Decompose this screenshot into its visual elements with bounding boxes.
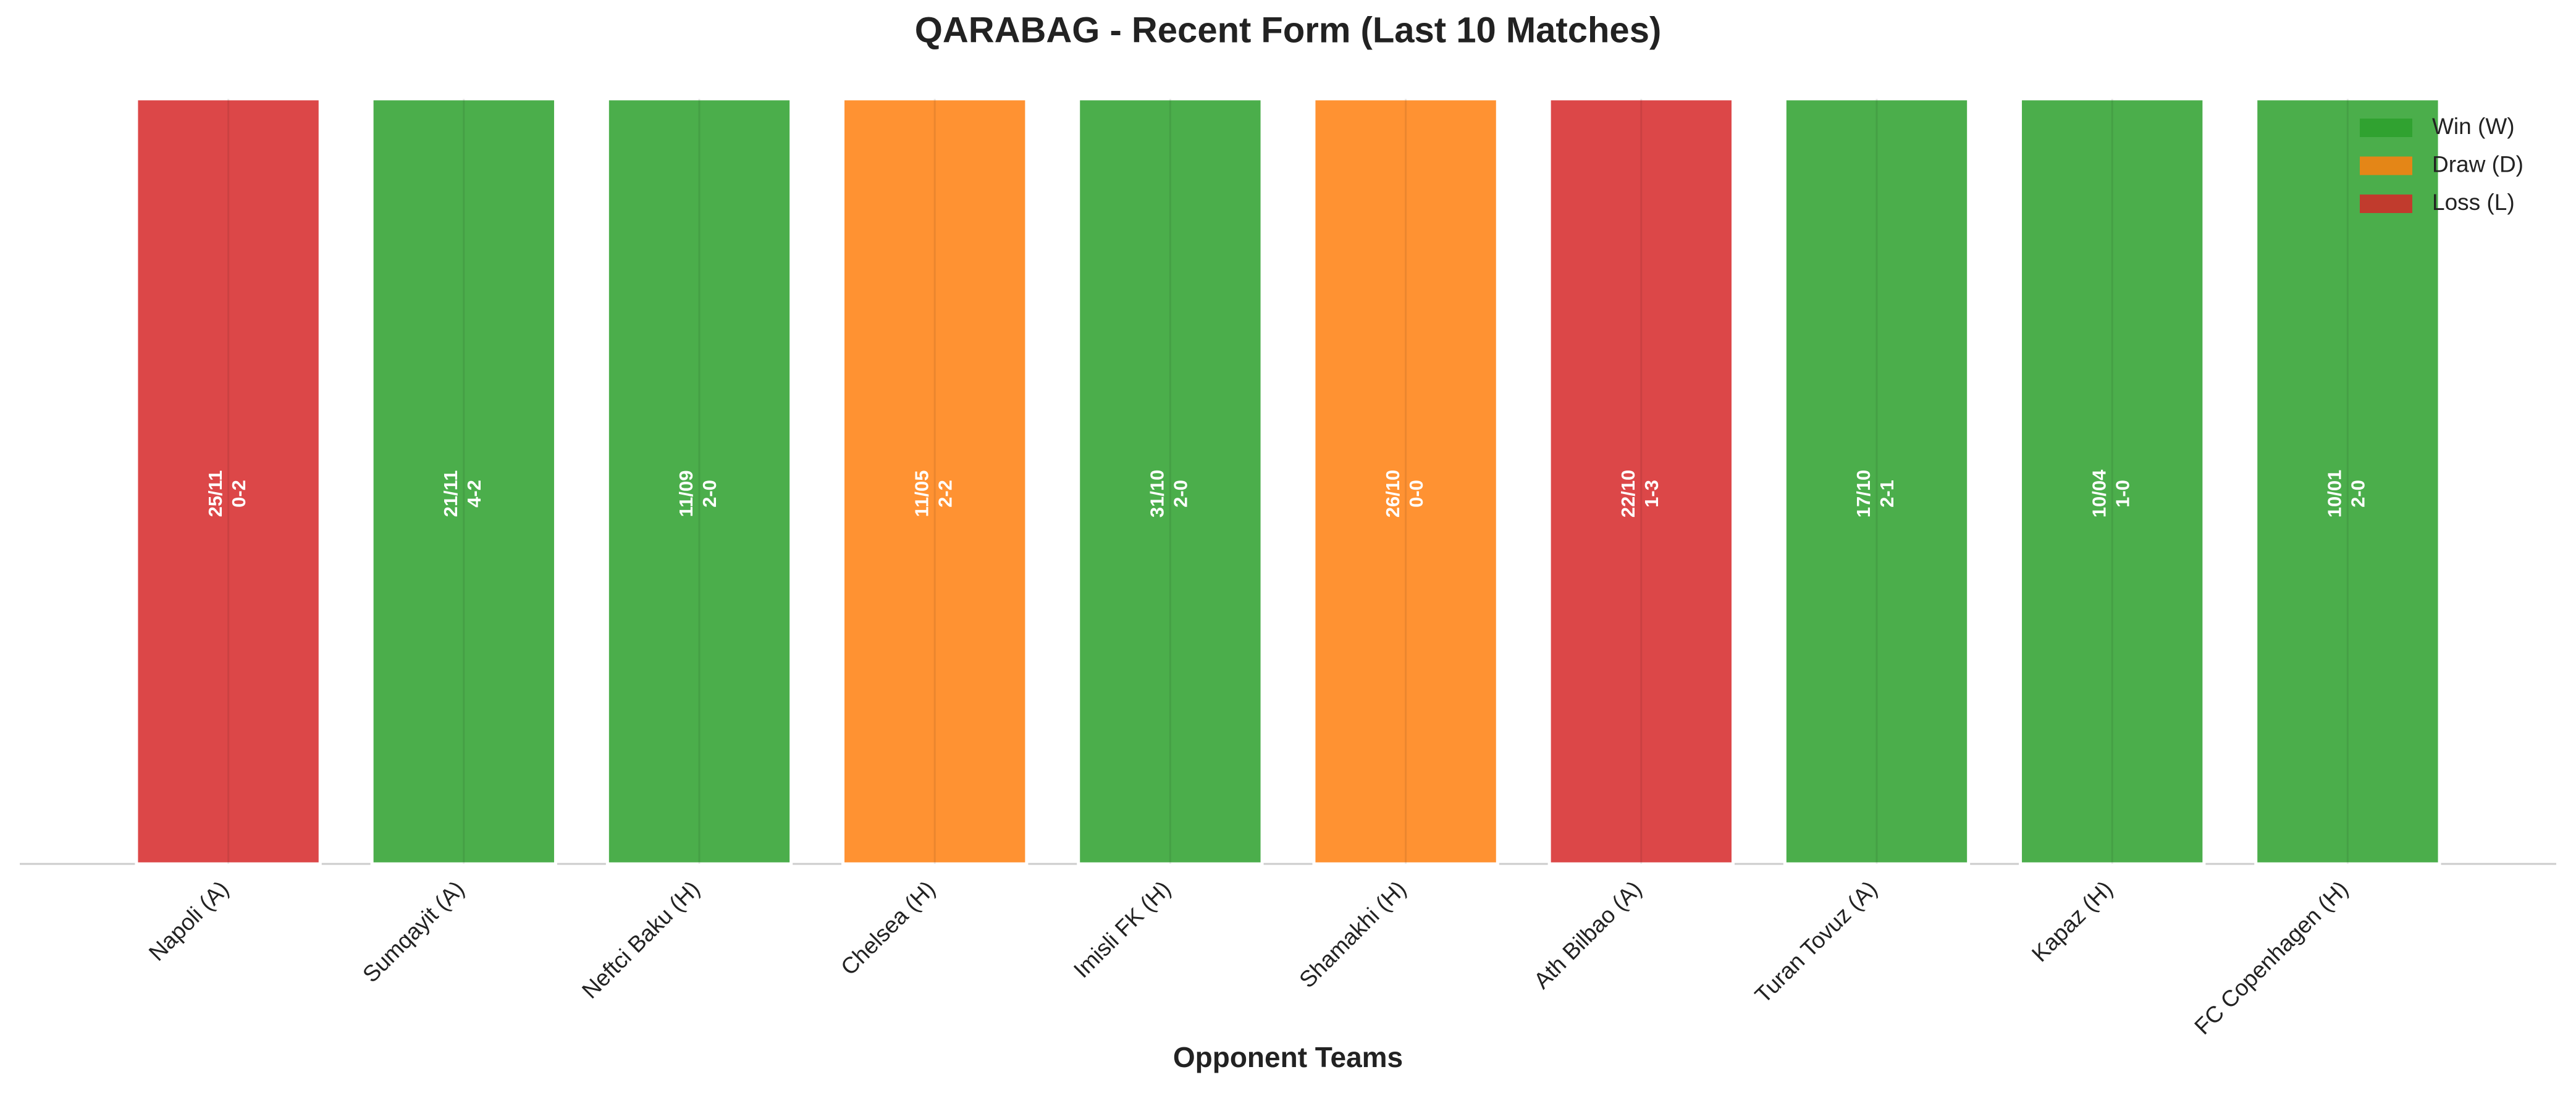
bar <box>1312 97 1499 866</box>
legend-swatch <box>2360 119 2412 137</box>
bar <box>370 97 557 866</box>
x-tick-label: Napoli (A) <box>144 876 234 966</box>
bar-label: 10/04 <box>2088 469 2110 517</box>
legend-label: Win (W) <box>2432 114 2515 139</box>
bar-label: 1-0 <box>2111 480 2133 508</box>
bar-label: 26/10 <box>1382 470 1404 518</box>
bar <box>605 97 793 866</box>
bar-label: 31/10 <box>1147 470 1168 518</box>
x-tick-label: Sumqayit (A) <box>358 876 469 987</box>
x-tick-label: Shamakhi (H) <box>1294 876 1411 993</box>
bar-label: 0-2 <box>228 480 250 508</box>
bar-label: 21/11 <box>440 471 461 517</box>
bar-label: 10/01 <box>2324 470 2346 518</box>
bar-label: 11/09 <box>675 471 697 517</box>
bar-label: 22/10 <box>1617 470 1639 518</box>
bar-label: 0-0 <box>1405 480 1427 508</box>
bar-label: 11/05 <box>911 471 932 517</box>
x-tick-label: Chelsea (H) <box>836 876 940 981</box>
bar <box>1783 97 1971 866</box>
bar <box>2254 97 2441 866</box>
legend-swatch <box>2360 156 2412 175</box>
legend-label: Draw (D) <box>2432 151 2523 177</box>
bar-label: 1-3 <box>1641 480 1662 508</box>
bar-label: 25/11 <box>204 471 226 517</box>
x-tick-label: Turan Tovuz (A) <box>1750 876 1882 1008</box>
bar-label: 4-2 <box>463 480 485 508</box>
bar <box>2019 97 2206 866</box>
bar <box>841 97 1029 866</box>
bar-label: 2-0 <box>1170 480 1192 508</box>
bar-label: 17/10 <box>1853 470 1874 518</box>
bar-label: 2-0 <box>699 480 720 508</box>
x-tick-label: FC Copenhagen (H) <box>2189 876 2353 1040</box>
chart-title: QARABAG - Recent Form (Last 10 Matches) <box>915 10 1662 50</box>
bar <box>1077 97 1264 866</box>
x-tick-label: Kapaz (H) <box>2027 876 2118 967</box>
legend-label: Loss (L) <box>2432 190 2515 215</box>
legend-swatch <box>2360 195 2412 213</box>
bar-label: 2-1 <box>1876 480 1898 508</box>
x-tick-label: Ath Bilbao (A) <box>1529 876 1646 994</box>
x-tick-label: Neftci Baku (H) <box>577 876 704 1003</box>
bar-label: 2-0 <box>2347 480 2369 508</box>
bar <box>1547 97 1735 866</box>
bar-label: 2-2 <box>934 480 956 508</box>
bar <box>135 97 322 866</box>
x-axis-label: Opponent Teams <box>1173 1041 1403 1073</box>
x-tick-label: Imisli FK (H) <box>1069 876 1176 983</box>
